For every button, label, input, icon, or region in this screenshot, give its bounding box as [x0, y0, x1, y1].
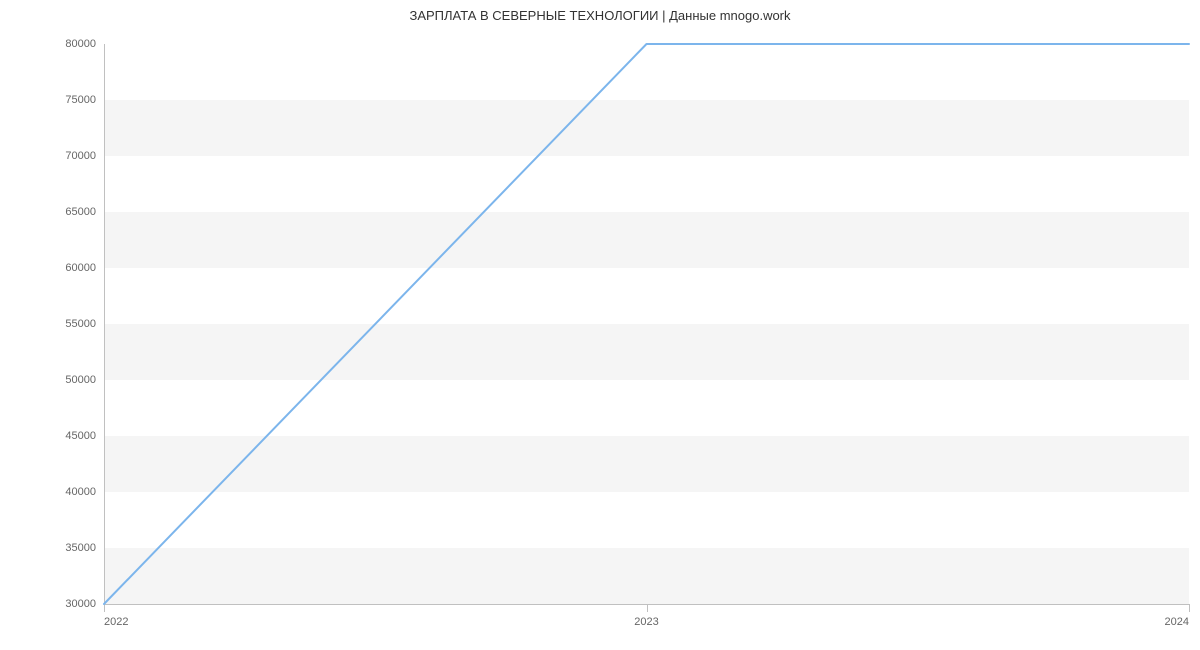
y-tick-label: 35000	[36, 542, 96, 554]
y-tick-label: 50000	[36, 374, 96, 386]
x-tick-mark	[1189, 604, 1190, 612]
plot-area: 3000035000400004500050000550006000065000…	[104, 44, 1189, 604]
series-layer	[104, 44, 1189, 604]
y-tick-label: 65000	[36, 206, 96, 218]
y-tick-label: 30000	[36, 598, 96, 610]
x-tick-label: 2024	[1165, 616, 1189, 628]
y-tick-label: 70000	[36, 150, 96, 162]
y-tick-label: 40000	[36, 486, 96, 498]
x-tick-label: 2022	[104, 616, 128, 628]
chart-title: ЗАРПЛАТА В СЕВЕРНЫЕ ТЕХНОЛОГИИ | Данные …	[0, 8, 1200, 23]
y-tick-label: 45000	[36, 430, 96, 442]
y-tick-label: 60000	[36, 262, 96, 274]
x-tick-label: 2023	[634, 616, 658, 628]
y-tick-label: 80000	[36, 38, 96, 50]
x-tick-mark	[104, 604, 105, 612]
x-tick-mark	[647, 604, 648, 612]
salary-chart: ЗАРПЛАТА В СЕВЕРНЫЕ ТЕХНОЛОГИИ | Данные …	[0, 0, 1200, 650]
series-line-salary	[104, 44, 1189, 604]
y-tick-label: 75000	[36, 94, 96, 106]
y-tick-label: 55000	[36, 318, 96, 330]
